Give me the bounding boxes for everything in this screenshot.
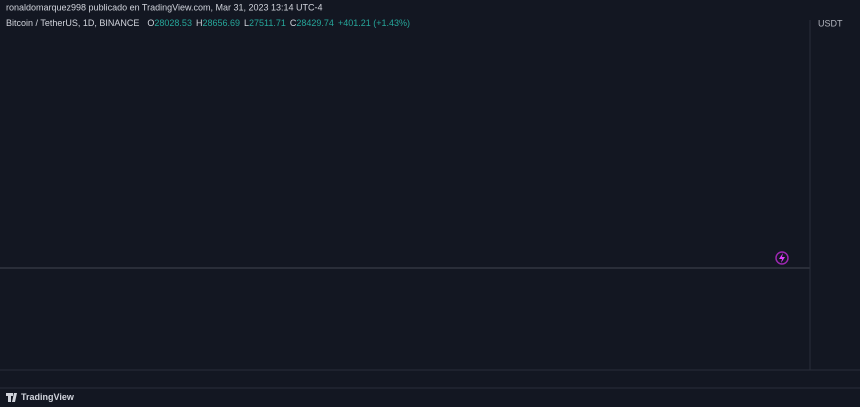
alert-icon[interactable] [775,251,789,265]
open-value: 28028.53 [154,18,192,28]
change: +401.21 (+1.43%) [338,18,410,28]
close-value: 28429.74 [296,18,334,28]
publisher: ronaldomarquez998 publicado en TradingVi… [6,2,323,12]
symbol-info: Bitcoin / TetherUS, 1D, BINANCE O28028.53… [6,18,410,28]
brand-logo[interactable]: TradingView [6,392,75,402]
low-value: 27511.71 [249,18,286,28]
high-value: 28656.69 [202,18,240,28]
brand: TradingView [21,392,75,402]
h-label: H [196,18,203,28]
l-label: L [244,18,249,28]
o-label: O [147,18,154,28]
currency: USDT [818,18,843,28]
c-label: C [290,18,297,28]
symbol: Bitcoin / TetherUS, 1D, BINANCE [6,18,139,28]
